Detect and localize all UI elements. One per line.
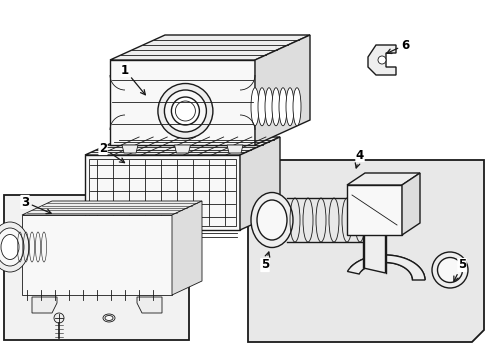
- Text: 1: 1: [121, 63, 145, 95]
- Polygon shape: [367, 45, 395, 75]
- Ellipse shape: [258, 88, 265, 126]
- Ellipse shape: [377, 56, 385, 64]
- Polygon shape: [22, 201, 202, 215]
- Polygon shape: [254, 35, 309, 145]
- Polygon shape: [110, 35, 309, 60]
- Polygon shape: [174, 145, 190, 153]
- Ellipse shape: [257, 200, 286, 240]
- Ellipse shape: [105, 315, 113, 320]
- Ellipse shape: [279, 88, 286, 126]
- Ellipse shape: [250, 193, 292, 248]
- Ellipse shape: [271, 88, 280, 126]
- Polygon shape: [122, 145, 138, 153]
- Polygon shape: [363, 235, 385, 273]
- Ellipse shape: [0, 222, 29, 272]
- Ellipse shape: [437, 257, 462, 283]
- Bar: [4, 195, 189, 340]
- Polygon shape: [346, 173, 419, 185]
- Ellipse shape: [285, 88, 293, 126]
- Bar: [89, 159, 236, 226]
- Polygon shape: [346, 255, 424, 280]
- Polygon shape: [85, 155, 240, 230]
- Ellipse shape: [431, 252, 467, 288]
- Ellipse shape: [1, 234, 19, 260]
- Polygon shape: [226, 145, 243, 153]
- Polygon shape: [247, 148, 483, 342]
- Ellipse shape: [171, 97, 199, 125]
- Text: 2: 2: [99, 141, 124, 163]
- Text: 6: 6: [386, 39, 408, 54]
- Polygon shape: [401, 173, 419, 235]
- Text: 5: 5: [260, 252, 269, 271]
- Ellipse shape: [164, 90, 206, 132]
- Polygon shape: [22, 215, 172, 295]
- Ellipse shape: [292, 88, 301, 126]
- Polygon shape: [137, 297, 162, 313]
- Ellipse shape: [103, 314, 115, 322]
- Text: 3: 3: [21, 195, 51, 213]
- Text: 4: 4: [354, 149, 364, 168]
- Ellipse shape: [54, 313, 64, 323]
- Polygon shape: [110, 60, 254, 145]
- Polygon shape: [172, 201, 202, 295]
- Ellipse shape: [175, 101, 195, 121]
- Polygon shape: [346, 185, 401, 235]
- Ellipse shape: [158, 84, 212, 139]
- Ellipse shape: [250, 88, 259, 126]
- Ellipse shape: [264, 88, 272, 126]
- Ellipse shape: [0, 228, 24, 266]
- Polygon shape: [240, 137, 280, 230]
- Polygon shape: [32, 297, 57, 313]
- Text: 5: 5: [453, 258, 465, 281]
- Polygon shape: [85, 137, 280, 155]
